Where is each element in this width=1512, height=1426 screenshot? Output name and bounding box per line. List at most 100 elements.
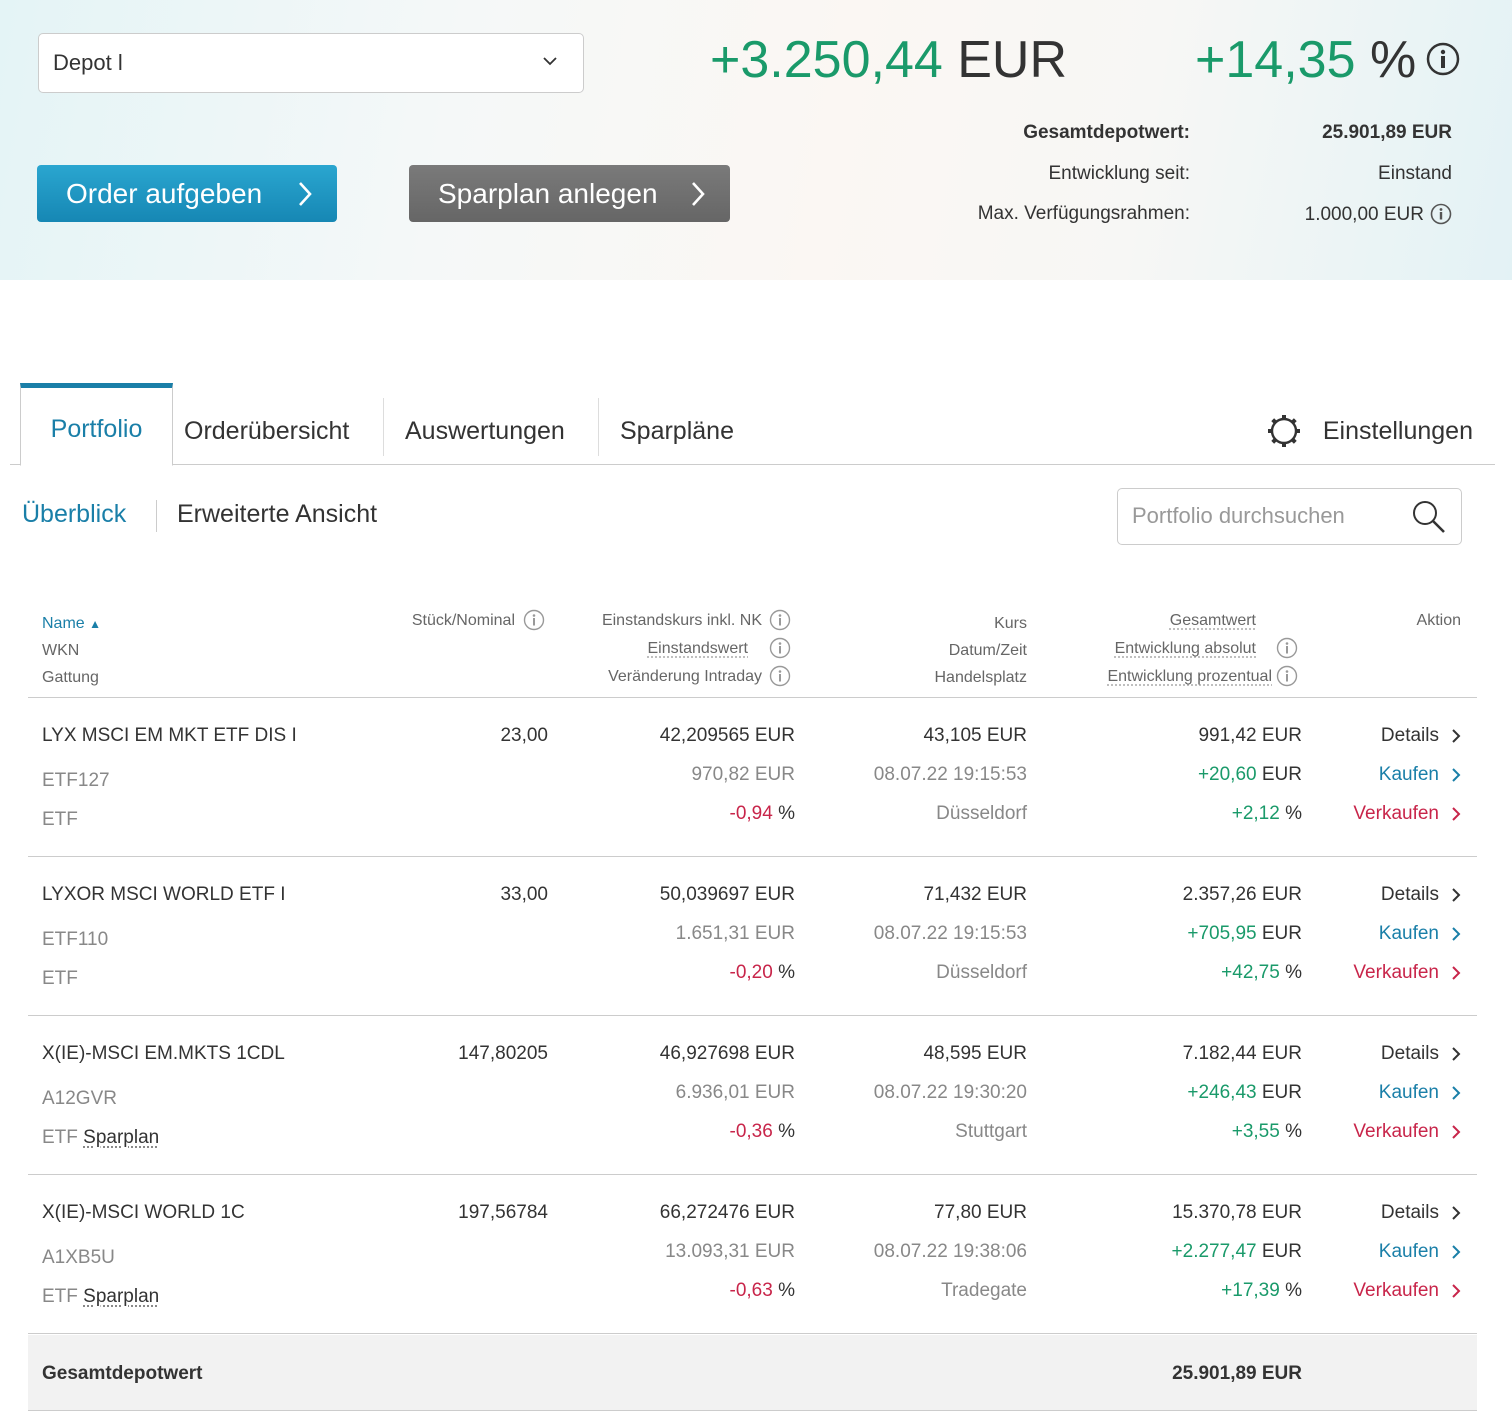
depot-select[interactable]: Depot l [38,33,584,93]
column-header-intraday: Veränderung Intraday [608,668,762,685]
entwicklung-absolut: +705,95 EUR [1187,923,1302,944]
column-header-einstandswert: Einstandswert [647,640,749,657]
sell-link[interactable]: Verkaufen [1353,962,1461,984]
security-wkn: ETF110 [42,929,109,950]
info-icon[interactable] [769,609,791,631]
entwicklung-absolut: +2.277,47 EUR [1171,1241,1302,1262]
intraday-change: -0,36 % [729,1121,796,1142]
sparplan-button[interactable]: Sparplan anlegen [409,165,730,222]
table-row: X(IE)-MSCI EM.MKTS 1CDL A12GVR ETF Sparp… [28,1016,1477,1175]
handelsplatz: Stuttgart [955,1121,1027,1142]
info-icon[interactable] [769,665,791,687]
chevron-right-icon [299,182,312,206]
info-icon[interactable] [769,637,791,659]
chevron-right-icon [1452,729,1461,743]
info-icon[interactable] [1426,42,1460,76]
einstandswert: 1.651,31 EUR [675,923,795,944]
info-icon[interactable] [523,609,545,631]
table-row: X(IE)-MSCI WORLD 1C A1XB5U ETF Sparplan … [28,1175,1477,1334]
gesamtwert: 991,42 EUR [1198,725,1302,746]
subnav-overview[interactable]: Überblick [22,500,127,528]
table-row: LYX MSCI EM MKT ETF DIS I ETF127 ETF 23,… [28,698,1477,857]
handelsplatz: Düsseldorf [936,962,1027,983]
buy-link[interactable]: Kaufen [1379,923,1461,945]
datum-zeit: 08.07.22 19:30:20 [873,1082,1027,1103]
security-gattung: ETF Sparplan [42,1127,160,1148]
tab-sparplaene[interactable]: Sparpläne [620,416,734,445]
chevron-right-icon [1452,807,1461,821]
security-name[interactable]: LYX MSCI EM MKT ETF DIS I [42,725,297,746]
table-row: LYXOR MSCI WORLD ETF I ETF110 ETF 33,00 … [28,857,1477,1016]
chevron-right-icon [1452,1284,1461,1298]
main-tabs: Portfolio Orderübersicht Auswertungen Sp… [10,383,1495,466]
summary-value-since[interactable]: Einstand [1378,163,1452,184]
buy-link[interactable]: Kaufen [1379,1241,1461,1263]
info-icon[interactable] [1276,665,1298,687]
column-header-gattung: Gattung [42,669,99,686]
total-change-percent: +14,35 % [1195,31,1417,89]
intraday-change: -0,94 % [729,803,796,824]
sell-link[interactable]: Verkaufen [1353,1280,1461,1302]
details-link[interactable]: Details [1381,725,1461,747]
summary-label-since: Entwicklung seit: [1048,163,1190,184]
depot-select-value: Depot l [53,50,123,75]
buy-link[interactable]: Kaufen [1379,764,1461,786]
details-link[interactable]: Details [1381,884,1461,906]
tab-separator [383,398,384,456]
table-footer-total: Gesamtdepotwert 25.901,89 EUR [28,1335,1477,1411]
search-input[interactable] [1132,503,1402,529]
details-link[interactable]: Details [1381,1202,1461,1224]
kurs: 43,105 EUR [923,725,1027,746]
security-name[interactable]: X(IE)-MSCI WORLD 1C [42,1202,245,1223]
kurs: 71,432 EUR [923,884,1027,905]
tab-orderuebersicht[interactable]: Orderübersicht [184,416,350,445]
sparplan-link[interactable]: Sparplan [83,1127,160,1148]
tab-auswertungen[interactable]: Auswertungen [405,416,565,445]
summary-label-total: Gesamtdepotwert: [1023,122,1190,143]
buy-link[interactable]: Kaufen [1379,1082,1461,1104]
einstandswert: 970,82 EUR [691,764,795,785]
chevron-right-icon [1452,1125,1461,1139]
chevron-right-icon [692,182,705,206]
details-link[interactable]: Details [1381,1043,1461,1065]
info-icon[interactable] [1276,637,1298,659]
subnav-extended[interactable]: Erweiterte Ansicht [177,500,378,528]
chevron-right-icon [1452,927,1461,941]
security-name[interactable]: LYXOR MSCI WORLD ETF I [42,884,286,905]
gesamtwert: 15.370,78 EUR [1172,1202,1302,1223]
entwicklung-prozentual: +42,75 % [1221,962,1302,983]
sell-link[interactable]: Verkaufen [1353,1121,1461,1143]
footer-total-value: 25.901,89 EUR [1172,1363,1302,1384]
security-gattung: ETF [42,809,78,830]
chevron-right-icon [1452,966,1461,980]
stueck: 197,56784 [458,1202,548,1223]
column-header-stueck: Stück/Nominal [411,612,515,629]
info-icon[interactable] [1430,203,1452,225]
entwicklung-prozentual: +3,55 % [1231,1121,1302,1142]
tab-separator [598,398,599,456]
summary-value-total: 25.901,89 EUR [1322,122,1452,143]
portfolio-search [1117,488,1462,545]
stueck: 33,00 [500,884,548,905]
gesamtwert: 2.357,26 EUR [1182,884,1302,905]
settings-button[interactable]: Einstellungen [1267,397,1473,465]
order-button[interactable]: Order aufgeben [37,165,337,222]
security-name[interactable]: X(IE)-MSCI EM.MKTS 1CDL [42,1043,285,1064]
column-header-entw-abs: Entwicklung absolut [1114,640,1256,657]
tab-portfolio[interactable]: Portfolio [20,383,173,466]
summary-value-limit: 1.000,00 EUR [1305,203,1452,226]
search-icon[interactable] [1411,499,1447,535]
intraday-change: -0,63 % [729,1280,796,1301]
sparplan-link[interactable]: Sparplan [83,1286,160,1307]
footer-total-label: Gesamtdepotwert [42,1363,203,1384]
chevron-right-icon [1452,1047,1461,1061]
kurs: 77,80 EUR [934,1202,1027,1223]
chevron-right-icon [1452,888,1461,902]
stueck: 147,80205 [458,1043,548,1064]
sell-link[interactable]: Verkaufen [1353,803,1461,825]
depot-header: Depot l +3.250,44 EUR +14,35 % Order auf… [0,0,1512,280]
column-header-handelsplatz: Handelsplatz [934,669,1028,686]
column-header-name[interactable]: Name ▲ [42,615,102,632]
settings-label: Einstellungen [1322,416,1473,445]
datum-zeit: 08.07.22 19:38:06 [873,1241,1027,1262]
